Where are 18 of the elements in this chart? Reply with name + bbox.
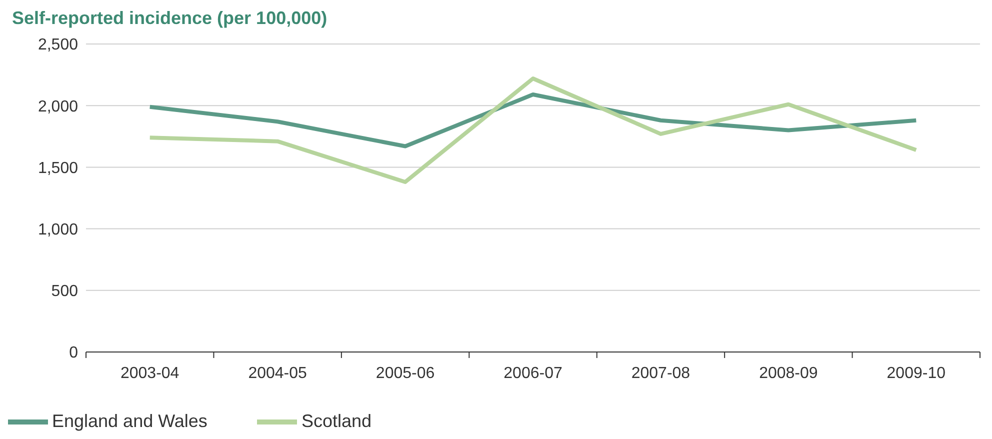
y-tick-label: 1,000 — [38, 221, 78, 238]
x-tick-label: 2003-04 — [120, 365, 180, 382]
legend-label: Scotland — [301, 410, 372, 431]
y-tick-label: 0 — [69, 344, 78, 362]
y-tick-label: 1,500 — [38, 160, 78, 177]
y-tick-label: 2,000 — [38, 98, 78, 116]
x-tick-label: 2008-09 — [759, 365, 818, 382]
y-tick-label: 2,500 — [38, 36, 78, 54]
x-tick-label: 2007-08 — [631, 365, 690, 382]
x-tick-label: 2006-07 — [504, 365, 562, 382]
x-tick-label: 2004-05 — [248, 365, 308, 382]
legend-label: England and Wales — [52, 410, 208, 431]
line-series — [148, 92, 918, 148]
x-tick-label: 2009-10 — [886, 365, 946, 382]
line-series — [148, 76, 918, 184]
x-tick-label: 2005-06 — [376, 365, 435, 382]
y-tick-label: 500 — [51, 283, 78, 300]
chart-title: Self-reported incidence (per 100,000) — [12, 8, 328, 30]
